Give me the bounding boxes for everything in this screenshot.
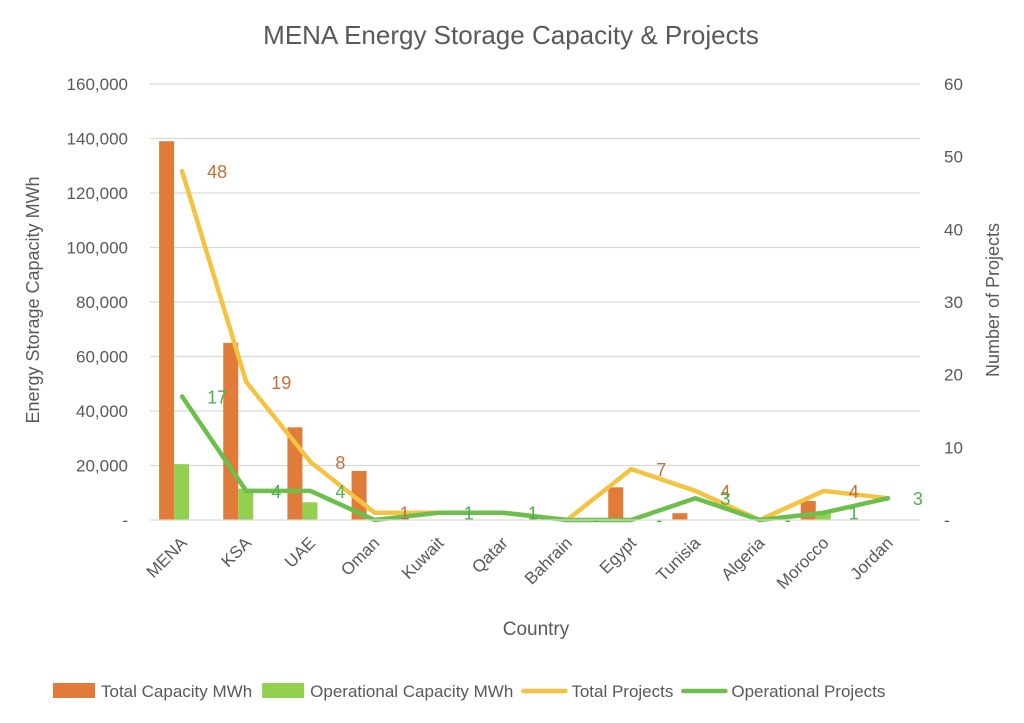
data-label: 3	[913, 489, 923, 509]
bar	[159, 141, 175, 520]
bar	[174, 464, 190, 520]
y2-tick-label: 60	[944, 75, 963, 94]
chart-title: MENA Energy Storage Capacity & Projects	[263, 20, 759, 50]
gridlines	[150, 83, 920, 467]
x-tick-label: Bahrain	[521, 533, 576, 588]
legend-swatch	[262, 683, 305, 698]
legend: Total Capacity MWh Operational Capacity M…	[53, 682, 885, 701]
bar	[223, 342, 239, 520]
y-tick-label: 140,000	[67, 130, 128, 149]
data-label: 3	[720, 489, 730, 509]
x-tick-label: Jordan	[847, 533, 897, 583]
data-label: 48	[207, 162, 227, 182]
data-label: 1	[849, 504, 859, 524]
x-tick-label: MENA	[143, 533, 192, 582]
bars	[159, 141, 831, 520]
y-tick-label: -	[122, 511, 128, 530]
data-label: 1	[464, 504, 474, 524]
lines	[179, 168, 891, 523]
x-tick-label: Kuwait	[398, 533, 448, 583]
x-tick-label: UAE	[281, 533, 319, 571]
bar	[302, 502, 318, 520]
y2-tick-label: 20	[944, 366, 963, 385]
data-label: 17	[207, 387, 227, 407]
data-label: 7	[656, 460, 666, 480]
y2-tick-label: 50	[944, 148, 963, 167]
data-label: 4	[335, 482, 345, 502]
y2-tick-label: 30	[944, 293, 963, 312]
y-tick-label: 100,000	[67, 239, 128, 258]
legend-label: Operational Projects	[731, 682, 885, 701]
data-label: 19	[271, 373, 291, 393]
y2-tick-label: -	[944, 511, 950, 530]
y-tick-label: 80,000	[76, 293, 128, 312]
bar	[351, 470, 367, 520]
data-label: 8	[335, 453, 345, 473]
bar	[672, 513, 688, 520]
y2-tick-label: 10	[944, 438, 963, 457]
x-tick-label: Algeria	[718, 533, 769, 584]
legend-label: Total Projects	[571, 682, 673, 701]
y-tick-label: 40,000	[76, 402, 128, 421]
data-label: 4	[271, 482, 281, 502]
x-tick-label: Oman	[337, 533, 383, 579]
bar	[608, 487, 624, 520]
y-tick-label: 120,000	[67, 184, 128, 203]
data-label: 1	[528, 504, 538, 524]
bar	[815, 513, 831, 520]
data-label: 4	[849, 482, 859, 502]
y-tick-label: 20,000	[76, 457, 128, 476]
x-tick-label: Qatar	[468, 533, 512, 577]
series-line	[179, 394, 891, 523]
y-tick-label: 160,000	[67, 75, 128, 94]
legend-label: Operational Capacity MWh	[310, 682, 513, 701]
x-tick-label: KSA	[218, 533, 256, 571]
x-tick-label: Egypt	[596, 533, 640, 577]
y-tick-label: 60,000	[76, 348, 128, 367]
data-label: 1	[400, 504, 410, 524]
x-tick-label: Morocco	[773, 533, 833, 593]
legend-label: Total Capacity MWh	[101, 682, 252, 701]
y-axis-title: Energy Storage Capacity MWh	[23, 176, 43, 423]
bar	[238, 488, 254, 520]
x-axis-title: Country	[503, 619, 570, 640]
y2-tick-label: 40	[944, 220, 963, 239]
legend-swatch	[53, 683, 95, 698]
x-tick-label: Tunisia	[653, 533, 705, 585]
data-label: 4	[720, 482, 730, 502]
y2-axis-title: Number of Projects	[983, 223, 1003, 377]
